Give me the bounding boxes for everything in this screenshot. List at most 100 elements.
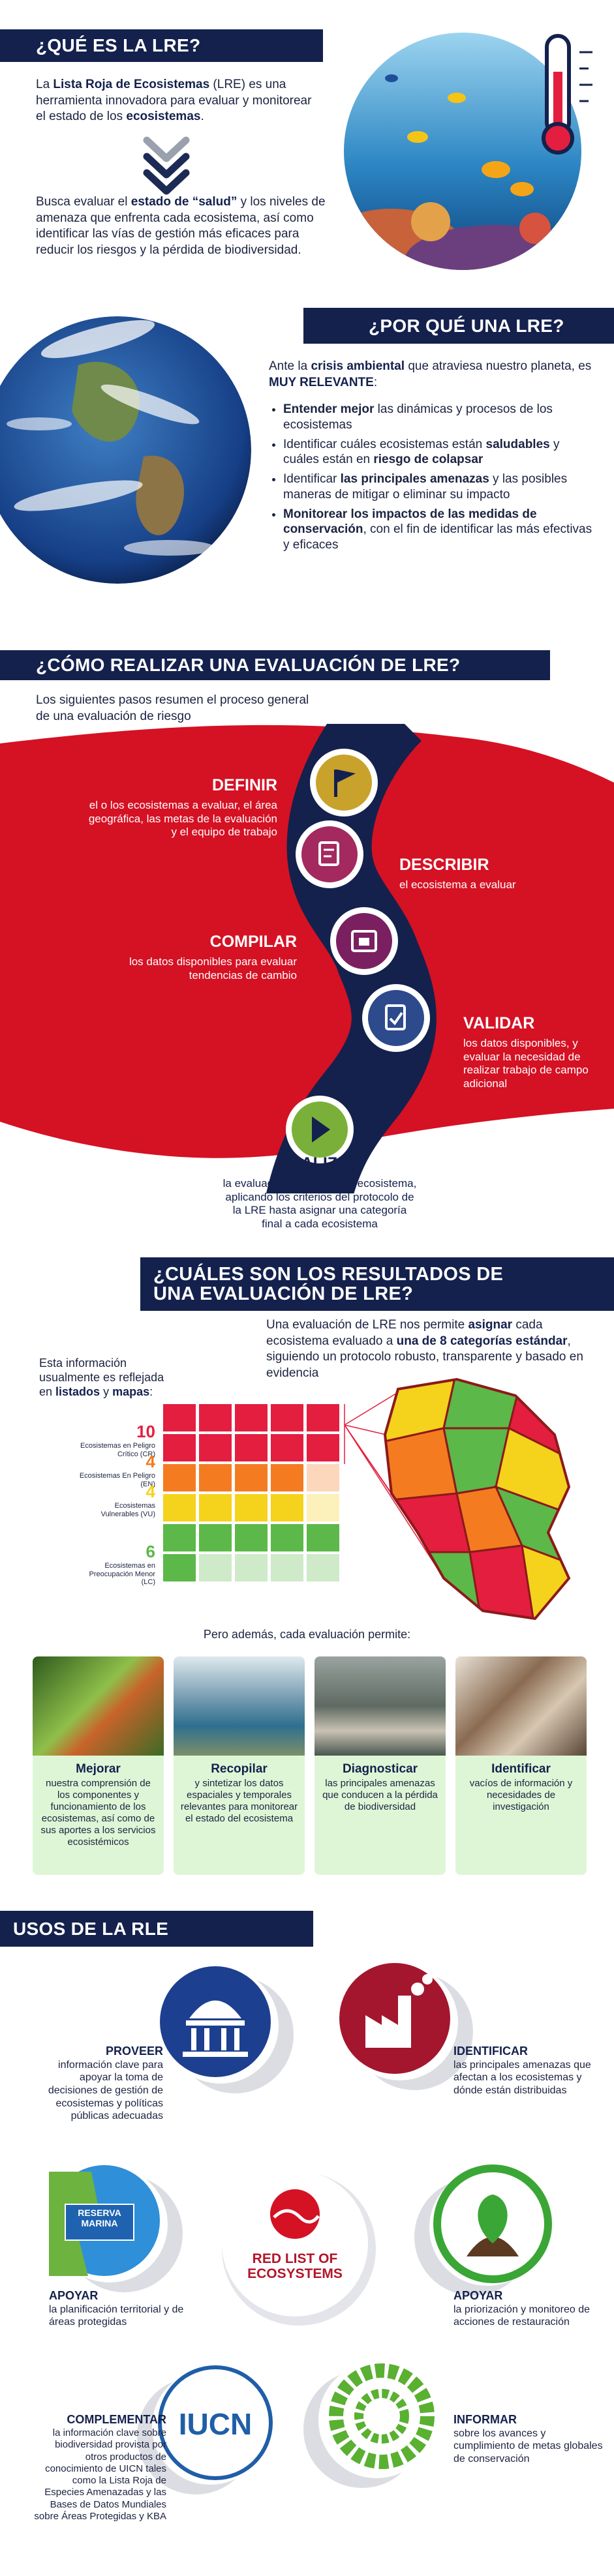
text: Identificar [283,472,341,486]
use-text: la planificación territorial y de áreas … [49,2303,184,2328]
category-cell [271,1464,303,1491]
section-header: ¿POR QUÉ UNA LRE? [303,308,614,344]
bullet: Entender mejor las dinámicas y procesos … [283,402,596,433]
category-cell [307,1434,339,1461]
use-text: la priorización y monitoreo de acciones … [453,2303,590,2328]
bullet: Identificar las principales amenazas y l… [283,472,596,503]
header-text: ¿CÓMO REALIZAR UNA EVALUACIÓN DE LRE? [36,655,461,675]
text: Monitorear los impactos de las medidas d… [283,507,537,537]
red-list-logo [222,2170,368,2316]
chevron-icon [143,153,190,179]
category-cell [235,1524,268,1551]
use-icon-proveer [160,1966,294,2093]
text: listados [55,1385,100,1398]
header-text: ¿QUÉ ES LA LRE? [36,35,201,55]
step-icons [351,930,377,952]
header-text: ¿POR QUÉ UNA LRE? [369,315,564,336]
card-text: vacíos de información y necesidades de i… [469,1778,573,1812]
card-title: Identificar [491,1762,551,1776]
use-icon-identificar [422,1974,433,1984]
paragraph: Esta información usualmente es reflejada… [39,1356,166,1400]
map-outline [383,1377,571,1621]
use-title: APOYAR [49,2289,99,2302]
text: saludables [485,437,550,451]
bullet: Monitorear los impactos de las medidas d… [283,507,596,553]
card: Recopilar y sintetizar los datos espacial… [174,1656,305,1875]
use-icon-apoyar-2 [467,2237,519,2256]
step-title: DESCRIBIR [399,856,489,874]
earth-photo [14,480,143,511]
step-icons [368,990,424,1046]
use-text: información clave para apoyar la toma de… [48,2059,163,2122]
use-icon-apoyar-2 [414,2164,552,2296]
category-cell [163,1404,196,1431]
text: Ante la [269,359,311,373]
step-text: los datos disponibles para evaluar tende… [129,955,297,981]
paragraph: Pero además, cada evaluación permite: [203,1628,411,1641]
text: una de 8 categorías estándar [396,1334,568,1348]
step-text: el ecosistema a evaluar [399,878,516,891]
header-text: USOS DE LA RLE [13,1918,169,1939]
category-count: 4 [146,1482,155,1501]
use-title: APOYAR [453,2289,503,2302]
logo-text: RED LIST OF ECOSYSTEMS [222,2251,368,2281]
step-icons [318,841,339,866]
category-cell [271,1434,303,1461]
use-icon-proveer [204,2028,209,2050]
step-icons [312,1116,330,1143]
text: y cuáles están en [283,437,560,467]
use-item: INFORMAR sobre los avances y cumplimiento… [453,2413,607,2466]
step: REALIZAR la evaluación de riesgo del ecos… [222,1154,418,1231]
category-cell [163,1524,196,1551]
use-icon-identificar [339,1963,473,2090]
category-label: 4 Ecosistemas Vulnerables (VU) [77,1482,155,1518]
text: : [149,1385,153,1398]
text: ecosistemas [126,110,201,124]
use-icon-identificar [339,1963,450,2074]
text: Identificar cuáles ecosistemas están [283,437,486,451]
map-label: RESERVA MARINA [65,2208,134,2228]
use-item: COMPLEMENTAR la información clave sobre b… [33,2413,166,2523]
section-header: ¿CÓMO REALIZAR UNA EVALUACIÓN DE LRE? [0,650,550,680]
use-icon-informar [303,2362,435,2488]
use-title: IDENTIFICAR [453,2044,528,2058]
text: MUY RELEVANTE [269,375,374,389]
card: Mejorar nuestra comprensión de los compon… [33,1656,164,1875]
use-icon-proveer [221,2028,226,2050]
map-lines [344,1392,399,1426]
red-list-logo [273,2209,320,2224]
step-title: DEFINIR [212,776,277,794]
ocean-photo [448,93,466,103]
card-photo [315,1656,446,1756]
ocean-photo [407,131,428,143]
earth-photo [40,320,155,359]
empty-cell [199,1554,232,1581]
step: COMPILAR los datos disponibles para evalu… [124,933,297,982]
category-cell [271,1524,303,1551]
step-title: VALIDAR [463,1014,535,1032]
text: las dinámicas y procesos de los ecosiste… [283,402,553,432]
category-cell [163,1464,196,1491]
step-text: el o los ecosistemas a evaluar, el área … [88,799,277,839]
card-photo [33,1656,164,1756]
thermometer [542,34,592,155]
use-icon-apoyar-1 [65,2204,134,2241]
use-item: APOYAR la planificación territorial y de … [49,2289,212,2329]
use-icon-proveer [186,2020,245,2026]
category-cell [199,1434,232,1461]
text: : [373,375,378,389]
text: , siguiendo un protocolo robusto, transp… [266,1334,583,1381]
logo-line: RED LIST OF [252,2251,338,2266]
category-count: 10 [136,1422,155,1441]
step: DEFINIR el o los ecosistemas a evaluar, e… [85,776,277,839]
card-text: las principales amenazas que conducen a … [322,1778,438,1812]
use-icon-identificar [365,1996,411,2048]
use-text: las principales amenazas que afectan a l… [453,2059,591,2096]
section-header: ¿QUÉ ES LA LRE? [0,29,323,62]
earth-photo [0,316,251,584]
category-cell [163,1554,196,1581]
earth-photo [72,361,140,442]
use-icon-apoyar-2 [478,2194,508,2243]
category-name: Ecosistemas En Peligro (EN) [79,1471,155,1488]
text: Una evaluación de LRE nos permite [266,1318,468,1332]
